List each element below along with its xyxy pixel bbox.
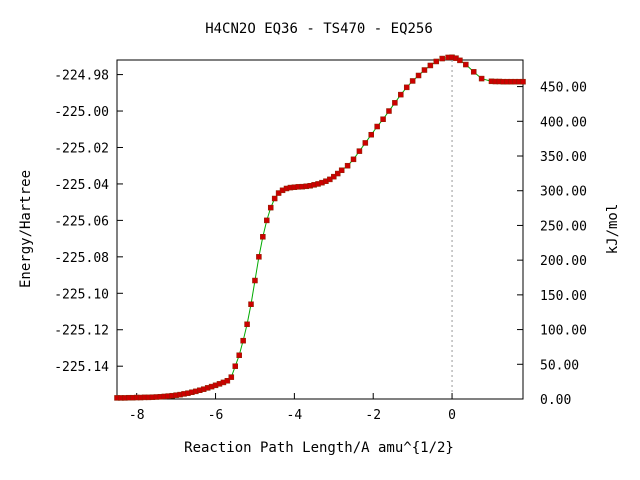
data-point (334, 170, 341, 177)
y-tick-label: -225.00 (54, 105, 109, 120)
y-tick-label: -225.14 (54, 360, 109, 375)
y2-tick-label: 250.00 (540, 219, 587, 234)
data-point (427, 62, 434, 69)
y-axis-label: Energy/Hartree (18, 170, 34, 288)
x-tick-label: -6 (208, 408, 224, 423)
data-point (350, 156, 357, 163)
data-point (344, 162, 351, 169)
chart-title: H4CN2O EQ36 - TS470 - EQ256 (205, 21, 433, 37)
x-tick-label: -8 (129, 408, 145, 423)
data-point (374, 123, 380, 130)
data-point (244, 321, 250, 328)
y2-tick-label: 50.00 (540, 358, 579, 373)
y2-tick-label: 200.00 (540, 254, 587, 269)
data-point (386, 108, 392, 114)
data-point (392, 100, 398, 106)
data-point (248, 301, 254, 307)
data-point (356, 148, 363, 154)
data-point (267, 204, 274, 211)
data-point (368, 131, 374, 138)
data-point (470, 69, 477, 75)
x-axis-ticks: -8 -6 -4 -2 0 (129, 393, 456, 423)
data-point (236, 352, 242, 359)
data-point (252, 277, 258, 284)
y2-tick-label: 450.00 (540, 81, 587, 96)
data-point (256, 254, 262, 260)
data-point (403, 84, 410, 91)
plot-frame (116, 59, 524, 400)
data-point (433, 58, 440, 65)
x-axis-label: Reaction Path Length/A amu^{1/2} (184, 440, 454, 456)
data-point (439, 55, 445, 62)
data-point (415, 72, 422, 79)
data-point (520, 78, 526, 85)
y-tick-label: -225.04 (54, 178, 109, 193)
data-point (240, 337, 246, 344)
x-tick-label: -2 (365, 408, 381, 423)
y2-tick-label: 150.00 (540, 289, 587, 304)
y2-tick-label: 300.00 (540, 185, 587, 200)
data-point (260, 234, 266, 240)
y2-tick-label: 400.00 (540, 115, 587, 130)
y-axis-ticks: -224.98 -225.00 -225.02 -225.04 -225.06 -225.… (54, 69, 123, 375)
energy-curve-points (114, 54, 526, 401)
data-point (380, 116, 386, 122)
y-tick-label: -225.02 (54, 141, 109, 156)
data-point (398, 91, 404, 98)
data-point (224, 378, 231, 384)
data-point (338, 167, 345, 174)
energy-curve-line (117, 56, 523, 399)
data-point (331, 173, 337, 180)
y2-axis-label: kJ/mol (605, 204, 621, 255)
y2-tick-label: 0.00 (540, 393, 571, 408)
x-tick-label: -4 (287, 408, 303, 423)
y2-tick-label: 100.00 (540, 324, 587, 339)
x-tick-label: 0 (448, 408, 456, 423)
data-point (264, 217, 270, 224)
data-point (271, 195, 278, 202)
y-tick-label: -225.12 (54, 324, 109, 339)
y-tick-label: -225.08 (54, 251, 109, 266)
y2-tick-label: 350.00 (540, 150, 587, 165)
data-point (228, 374, 235, 380)
y-tick-label: -225.06 (54, 214, 109, 229)
data-point (232, 363, 238, 369)
y-tick-label: -225.10 (54, 287, 109, 302)
y-tick-label: -224.98 (54, 69, 109, 84)
y2-axis-ticks: 0.00 50.00 100.00 150.00 200.00 250.00 300.00 3… (517, 81, 587, 408)
data-point (362, 140, 369, 146)
data-point (409, 78, 416, 84)
data-point (478, 75, 485, 82)
data-point (457, 57, 463, 64)
data-point (421, 67, 428, 73)
data-point (463, 61, 469, 68)
